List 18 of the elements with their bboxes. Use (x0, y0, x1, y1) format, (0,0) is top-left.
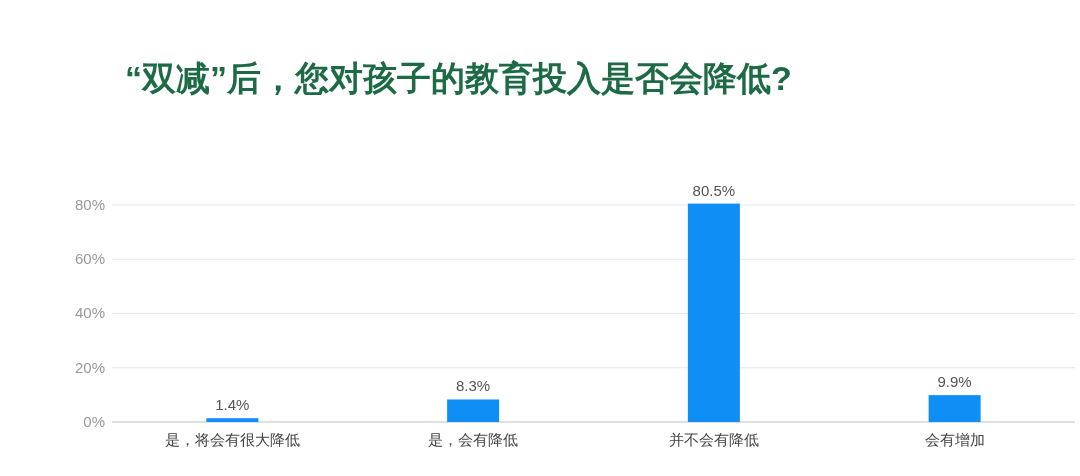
y-tick-label: 80% (74, 195, 105, 213)
data-label: 9.9% (937, 373, 972, 391)
bar (206, 418, 259, 422)
x-tick-label: 是，将会有很大降低 (164, 431, 300, 448)
bar (447, 399, 500, 422)
y-tick-label: 40% (74, 304, 105, 322)
bar (687, 203, 740, 422)
y-tick-label: 0% (83, 413, 105, 430)
x-tick-label: 会有增加 (924, 431, 985, 448)
data-label: 80.5% (692, 181, 736, 199)
x-tick-label: 并不会有降低 (668, 431, 759, 448)
data-label: 1.4% (215, 396, 250, 414)
y-tick-label: 60% (74, 250, 105, 268)
x-tick-label: 是，会有降低 (428, 431, 519, 448)
y-tick-label: 20% (74, 358, 105, 376)
bar (928, 395, 981, 422)
data-label: 8.3% (456, 377, 491, 395)
chart-title: “双减”后，您对孩子的教育投入是否会降低? (125, 59, 792, 97)
